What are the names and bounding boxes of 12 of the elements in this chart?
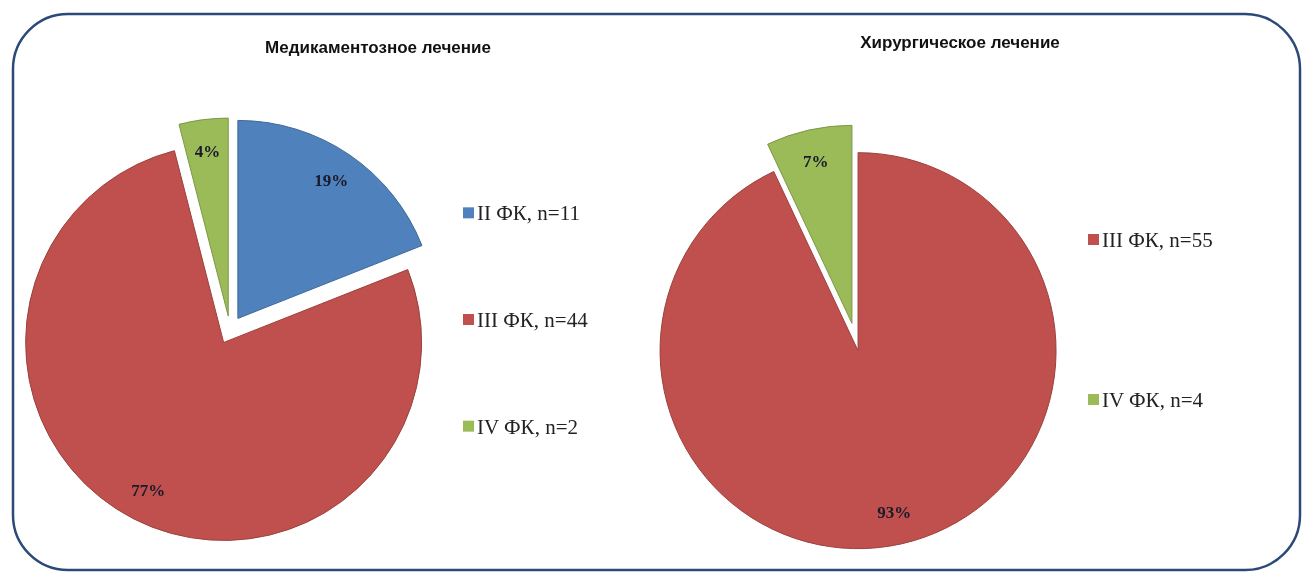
- legend-label: IV ФК, n=4: [1102, 388, 1204, 412]
- data-label: 4%: [194, 141, 221, 161]
- legend-label: II ФК, n=11: [477, 201, 580, 226]
- legend-label: III ФК, n=44: [477, 308, 589, 332]
- chart-title: Хирургическое лечение: [860, 33, 1060, 52]
- data-label: 19%: [314, 171, 349, 191]
- legend-label: III ФК, n=55: [1102, 228, 1213, 252]
- chart-title: Медикаментозное лечение: [265, 38, 491, 57]
- data-label: 77%: [131, 481, 166, 501]
- data-label: 93%: [877, 503, 912, 523]
- data-label: 7%: [802, 151, 829, 171]
- legend-label: IV ФК, n=2: [477, 414, 578, 439]
